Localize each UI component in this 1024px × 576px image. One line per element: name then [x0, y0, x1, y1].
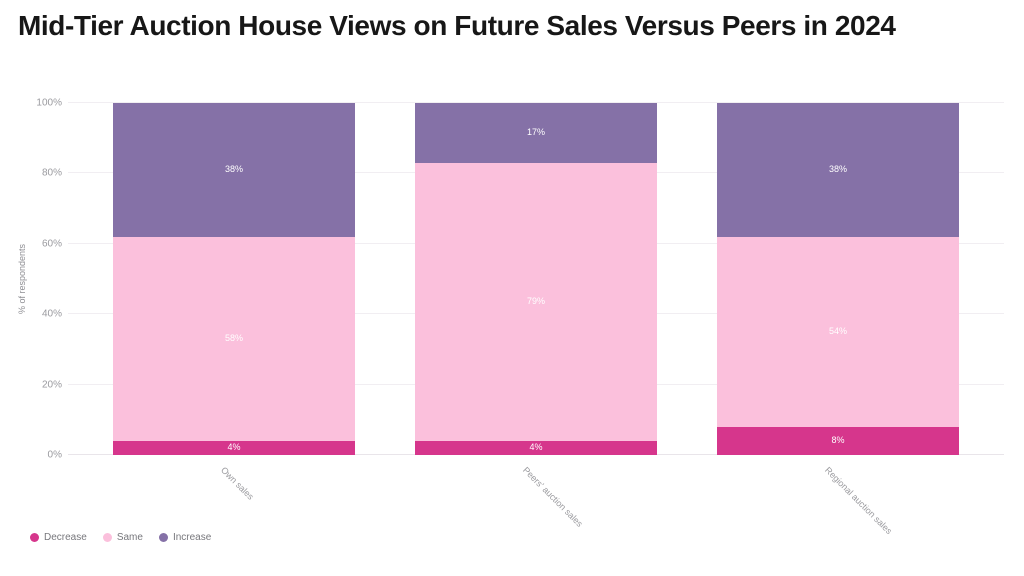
bar-segment-decrease-peers-auction-sales[interactable]: 4%: [415, 440, 657, 455]
segment-value-label: 54%: [828, 326, 847, 337]
legend-item-increase[interactable]: Increase: [158, 532, 212, 543]
bar-segment-decrease-regional-auction-sales[interactable]: 8%: [717, 426, 959, 455]
y-axis: 0% 20% 40% 60% 80% 100%: [0, 98, 62, 461]
bar-regional-auction-sales: 8% 54% 38%: [717, 103, 959, 455]
legend-dot-decrease: [30, 533, 39, 542]
legend-dot-increase: [158, 533, 168, 542]
segment-value-label: 38%: [828, 164, 847, 175]
y-tick-label-80: 80%: [41, 167, 62, 179]
y-tick-label-40: 40%: [41, 308, 62, 320]
legend-label-decrease: Decrease: [44, 532, 87, 543]
segment-value-label: 4%: [529, 442, 543, 453]
plot-area: 4% 58% 38% 4% 79% 17% 8% 54% 38%: [68, 102, 1004, 455]
x-tick-label-own-sales: Own sales: [218, 465, 256, 502]
bar-segment-same-regional-auction-sales[interactable]: 54%: [717, 236, 959, 427]
y-tick-label-20: 20%: [41, 379, 62, 391]
y-tick-label-100: 100%: [36, 97, 62, 109]
legend-dot-same: [102, 533, 112, 542]
chart-title: Mid-Tier Auction House Views on Future S…: [18, 10, 896, 41]
legend-label-increase: Increase: [172, 532, 212, 543]
legend-item-same[interactable]: Same: [102, 532, 143, 543]
segment-value-label: 17%: [526, 127, 545, 138]
x-tick-label-regional-auction-sales: Regional auction sales: [822, 465, 895, 537]
bar-segment-decrease-own-sales[interactable]: 4%: [113, 440, 355, 455]
legend-label-same: Same: [116, 532, 143, 543]
legend: Decrease Same Increase: [30, 532, 211, 543]
legend-item-decrease[interactable]: Decrease: [30, 532, 87, 543]
segment-value-label: 38%: [224, 164, 243, 175]
bar-segment-increase-regional-auction-sales[interactable]: 38%: [717, 103, 959, 237]
x-tick-label-peers-auction-sales: Peers' auction sales: [520, 465, 585, 529]
bar-peers-auction-sales: 4% 79% 17%: [415, 103, 657, 455]
bar-segment-increase-peers-auction-sales[interactable]: 17%: [415, 103, 657, 163]
segment-value-label: 8%: [831, 435, 845, 446]
bar-segment-increase-own-sales[interactable]: 38%: [113, 103, 355, 237]
y-tick-label-60: 60%: [41, 238, 62, 250]
y-tick-label-0: 0%: [47, 449, 62, 461]
bar-segment-same-peers-auction-sales[interactable]: 79%: [415, 162, 657, 441]
segment-value-label: 79%: [526, 296, 545, 307]
gridline-100: [68, 102, 1004, 103]
x-axis: Own sales Peers' auction sales Regional au…: [68, 455, 1004, 537]
bar-own-sales: 4% 58% 38%: [113, 103, 355, 455]
segment-value-label: 4%: [227, 442, 241, 453]
bar-segment-same-own-sales[interactable]: 58%: [113, 236, 355, 441]
segment-value-label: 58%: [224, 333, 243, 344]
